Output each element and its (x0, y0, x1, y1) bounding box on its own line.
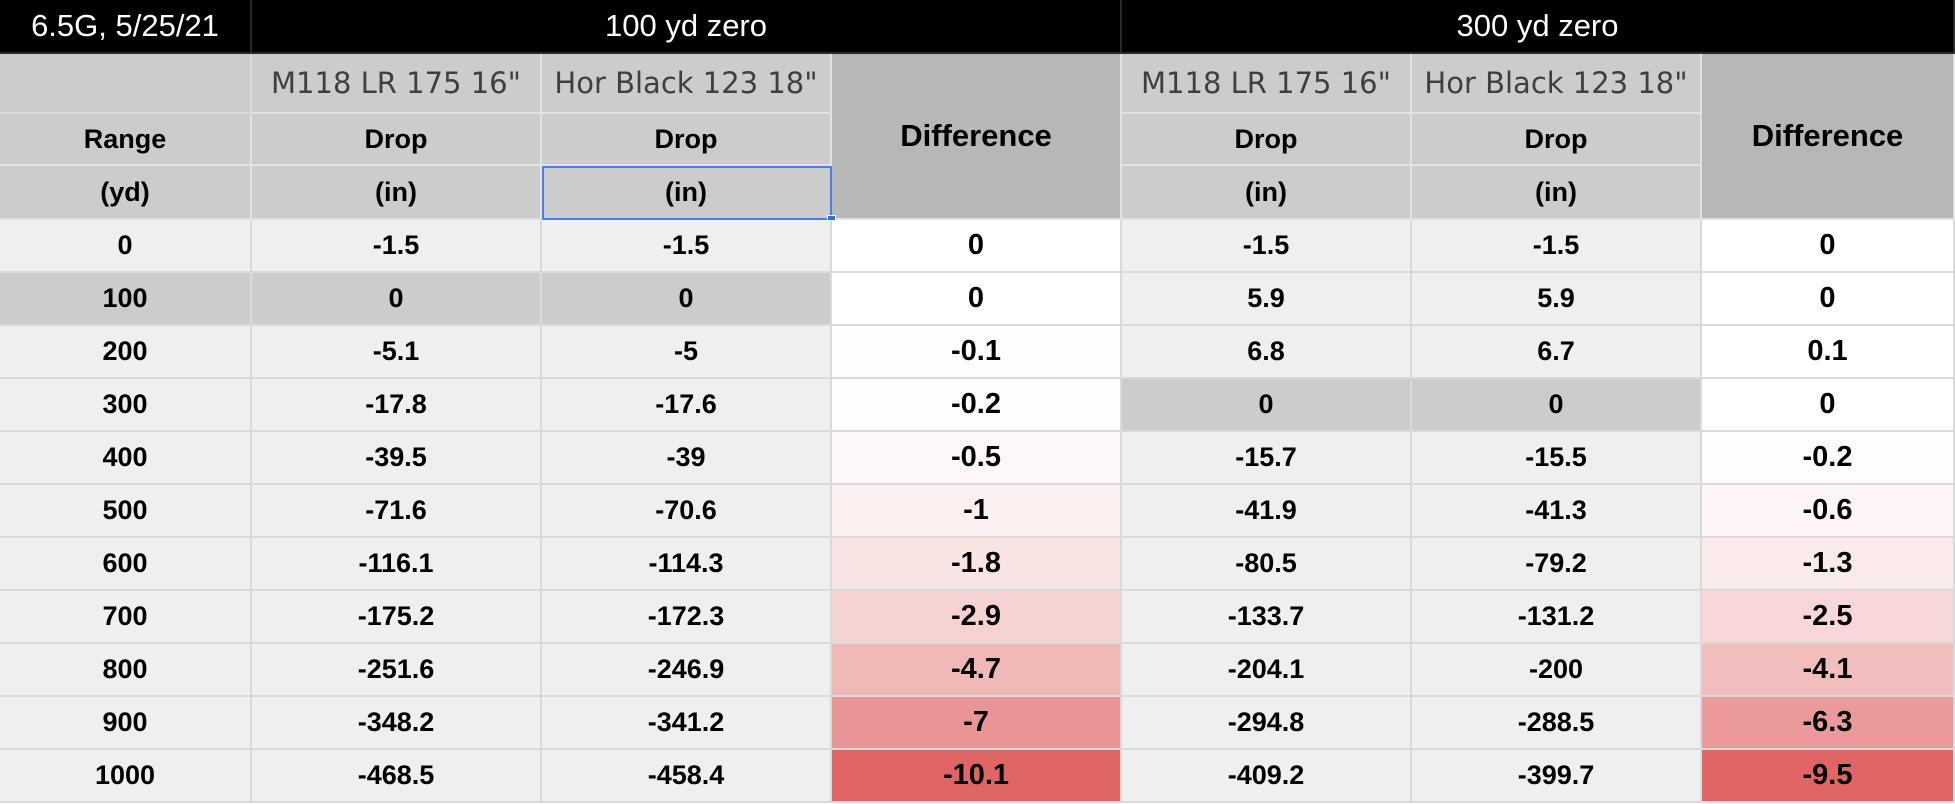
drop-cell[interactable]: -80.5 (1122, 538, 1412, 591)
drop-cell[interactable]: -341.2 (542, 697, 832, 750)
drop-cell[interactable]: -251.6 (252, 644, 542, 697)
range-cell[interactable]: 700 (0, 591, 252, 644)
drop-cell[interactable]: -1.5 (1412, 220, 1702, 273)
difference-cell[interactable]: -4.7 (832, 644, 1122, 697)
drop-cell[interactable]: -399.7 (1412, 750, 1702, 803)
drop-cell[interactable]: -116.1 (252, 538, 542, 591)
drop-cell[interactable]: -131.2 (1412, 591, 1702, 644)
drop-cell[interactable]: 0 (1412, 379, 1702, 432)
group-label-100yd[interactable]: 100 yd zero (252, 0, 1122, 54)
difference-cell[interactable]: -4.1 (1702, 644, 1955, 697)
drop-cell[interactable]: -133.7 (1122, 591, 1412, 644)
drop-cell[interactable]: -409.2 (1122, 750, 1412, 803)
sheet-title[interactable]: 6.5G, 5/25/21 (0, 0, 252, 54)
drop-unit[interactable]: (in) (252, 166, 542, 220)
difference-cell[interactable]: 0 (1702, 273, 1955, 326)
difference-cell[interactable]: -0.1 (832, 326, 1122, 379)
load-name-cell[interactable]: Hor Black 123 18" (542, 54, 832, 114)
drop-header[interactable]: Drop (1122, 114, 1412, 166)
drop-cell[interactable]: -204.1 (1122, 644, 1412, 697)
difference-cell[interactable]: -0.2 (832, 379, 1122, 432)
drop-cell[interactable]: -1.5 (542, 220, 832, 273)
drop-unit[interactable]: (in) (1122, 166, 1412, 220)
drop-cell[interactable]: -41.3 (1412, 485, 1702, 538)
range-cell[interactable]: 100 (0, 273, 252, 326)
difference-cell[interactable]: -9.5 (1702, 750, 1955, 803)
difference-cell[interactable]: -1 (832, 485, 1122, 538)
load-name-cell[interactable]: Hor Black 123 18" (1412, 54, 1702, 114)
drop-cell[interactable]: -246.9 (542, 644, 832, 697)
range-cell[interactable]: 0 (0, 220, 252, 273)
range-unit[interactable]: (yd) (0, 166, 252, 220)
drop-cell[interactable]: -348.2 (252, 697, 542, 750)
drop-cell[interactable]: 5.9 (1412, 273, 1702, 326)
difference-header[interactable]: Difference (1702, 54, 1955, 220)
drop-cell[interactable]: 6.7 (1412, 326, 1702, 379)
drop-cell[interactable]: -17.6 (542, 379, 832, 432)
difference-cell[interactable]: -0.5 (832, 432, 1122, 485)
drop-cell[interactable]: -468.5 (252, 750, 542, 803)
drop-cell[interactable]: -1.5 (252, 220, 542, 273)
header-blank-cell[interactable] (0, 54, 252, 114)
difference-cell[interactable]: 0 (1702, 379, 1955, 432)
drop-header[interactable]: Drop (1412, 114, 1702, 166)
difference-cell[interactable]: -0.2 (1702, 432, 1955, 485)
drop-header[interactable]: Drop (252, 114, 542, 166)
difference-cell[interactable]: -2.5 (1702, 591, 1955, 644)
drop-header[interactable]: Drop (542, 114, 832, 166)
drop-cell[interactable]: -39.5 (252, 432, 542, 485)
range-cell[interactable]: 500 (0, 485, 252, 538)
range-header[interactable]: Range (0, 114, 252, 166)
load-name-cell[interactable]: M118 LR 175 16" (252, 54, 542, 114)
selected-cell[interactable]: (in) (542, 166, 832, 220)
drop-cell[interactable]: -15.5 (1412, 432, 1702, 485)
drop-cell[interactable]: 0 (252, 273, 542, 326)
drop-cell[interactable]: -1.5 (1122, 220, 1412, 273)
drop-cell[interactable]: -288.5 (1412, 697, 1702, 750)
difference-cell[interactable]: -6.3 (1702, 697, 1955, 750)
range-cell[interactable]: 900 (0, 697, 252, 750)
drop-cell[interactable]: -5 (542, 326, 832, 379)
drop-cell[interactable]: -41.9 (1122, 485, 1412, 538)
difference-cell[interactable]: 0.1 (1702, 326, 1955, 379)
range-cell[interactable]: 1000 (0, 750, 252, 803)
range-cell[interactable]: 600 (0, 538, 252, 591)
drop-cell[interactable]: -5.1 (252, 326, 542, 379)
drop-cell[interactable]: -71.6 (252, 485, 542, 538)
drop-cell[interactable]: -294.8 (1122, 697, 1412, 750)
drop-unit[interactable]: (in) (1412, 166, 1702, 220)
difference-cell[interactable]: -10.1 (832, 750, 1122, 803)
drop-cell[interactable]: -79.2 (1412, 538, 1702, 591)
range-cell[interactable]: 800 (0, 644, 252, 697)
load-name-cell[interactable]: M118 LR 175 16" (1122, 54, 1412, 114)
range-cell[interactable]: 400 (0, 432, 252, 485)
difference-cell[interactable]: 0 (832, 220, 1122, 273)
drop-cell[interactable]: -39 (542, 432, 832, 485)
drop-cell[interactable]: 5.9 (1122, 273, 1412, 326)
group-label-300yd[interactable]: 300 yd zero (1122, 0, 1955, 54)
drop-cell[interactable]: 0 (1122, 379, 1412, 432)
range-cell[interactable]: 300 (0, 379, 252, 432)
drop-cell[interactable]: -114.3 (542, 538, 832, 591)
difference-header[interactable]: Difference (832, 54, 1122, 220)
drop-cell[interactable]: 6.8 (1122, 326, 1412, 379)
drop-cell[interactable]: -200 (1412, 644, 1702, 697)
difference-cell[interactable]: -2.9 (832, 591, 1122, 644)
drop-cell[interactable]: -175.2 (252, 591, 542, 644)
range-cell[interactable]: 200 (0, 326, 252, 379)
difference-cell[interactable]: 0 (832, 273, 1122, 326)
difference-cell[interactable]: -1.3 (1702, 538, 1955, 591)
drop-cell[interactable]: -458.4 (542, 750, 832, 803)
drop-cell[interactable]: -15.7 (1122, 432, 1412, 485)
drop-cell[interactable]: -172.3 (542, 591, 832, 644)
difference-cell[interactable]: -7 (832, 697, 1122, 750)
drop-cell[interactable]: 0 (542, 273, 832, 326)
difference-cell[interactable]: -1.8 (832, 538, 1122, 591)
drop-cell[interactable]: -17.8 (252, 379, 542, 432)
drop-cell[interactable]: -70.6 (542, 485, 832, 538)
difference-cell[interactable]: -0.6 (1702, 485, 1955, 538)
difference-cell[interactable]: 0 (1702, 220, 1955, 273)
